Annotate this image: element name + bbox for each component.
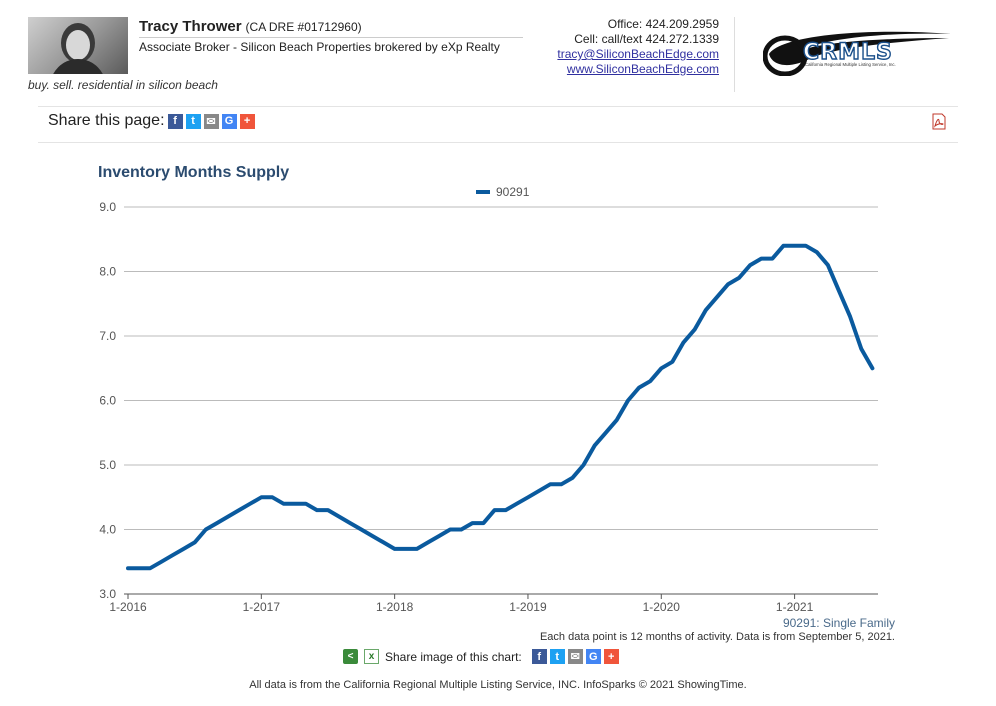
y-tick-label: 7.0 [99,329,116,343]
logo-text: CRMLS [803,40,893,65]
divider-bottom [38,142,958,143]
agent-name: Tracy Thrower (CA DRE #01712960) [139,18,362,35]
facebook-icon[interactable]: f [531,649,547,664]
agent-photo [28,17,128,74]
x-tick-label: 1-2017 [243,600,281,614]
header-divider [734,17,735,92]
chart-subtitle: 90291: Single Family [782,616,895,630]
logo-subtext: California Regional Multiple Listing Ser… [805,62,896,67]
x-tick-label: 1-2018 [376,600,414,614]
series-line-90291 [126,243,875,571]
chart-note: Each data point is 12 months of activity… [539,631,895,643]
y-tick-label: 9.0 [99,200,116,214]
y-tick-label: 4.0 [99,523,116,537]
plus-icon[interactable]: + [603,649,619,664]
divider-top [38,106,958,107]
share-image-label: Share image of this chart: [385,649,522,664]
twitter-icon[interactable]: t [549,649,565,664]
twitter-icon[interactable]: t [185,113,201,129]
agent-title: Associate Broker - Silicon Beach Propert… [139,37,523,54]
contact-block: Office: 424.209.2959 Cell: call/text 424… [557,17,719,77]
google-icon[interactable]: G [221,113,237,129]
share-label: Share this page: [48,112,165,129]
email-link[interactable]: tracy@SiliconBeachEdge.com [557,47,719,61]
facebook-icon[interactable]: f [167,113,183,129]
email-icon[interactable]: ✉ [567,649,583,664]
chart-title: Inventory Months Supply [98,164,290,181]
y-tick-label: 3.0 [99,587,116,601]
google-icon[interactable]: G [585,649,601,664]
agent-license: (CA DRE #01712960) [245,20,362,34]
legend-label: 90291 [496,185,530,199]
x-tick-label: 1-2020 [643,600,681,614]
x-tick-label: 1-2016 [109,600,147,614]
email-icon[interactable]: ✉ [203,113,219,129]
website-link[interactable]: www.SiliconBeachEdge.com [566,62,719,76]
x-tick-label: 1-2021 [776,600,814,614]
agent-tagline: buy. sell. residential in silicon beach [28,78,218,92]
y-tick-label: 5.0 [99,458,116,472]
excel-icon[interactable]: x [364,649,379,664]
x-tick-label: 1-2019 [509,600,547,614]
office-phone: Office: 424.209.2959 [607,17,719,31]
share-icon[interactable]: < [343,649,358,664]
share-image: < x Share image of this chart: f t ✉ G + [343,649,619,664]
copyright: All data is from the California Regional… [249,679,747,691]
y-tick-label: 8.0 [99,265,116,279]
plus-icon[interactable]: + [239,113,255,129]
y-tick-label: 6.0 [99,394,116,408]
share-page: Share this page: f t ✉ G + [48,112,255,130]
cell-phone: Cell: call/text 424.272.1339 [574,32,719,46]
pdf-icon[interactable] [931,113,947,130]
crmls-logo: CRMLS California Regional Multiple Listi… [763,31,951,76]
